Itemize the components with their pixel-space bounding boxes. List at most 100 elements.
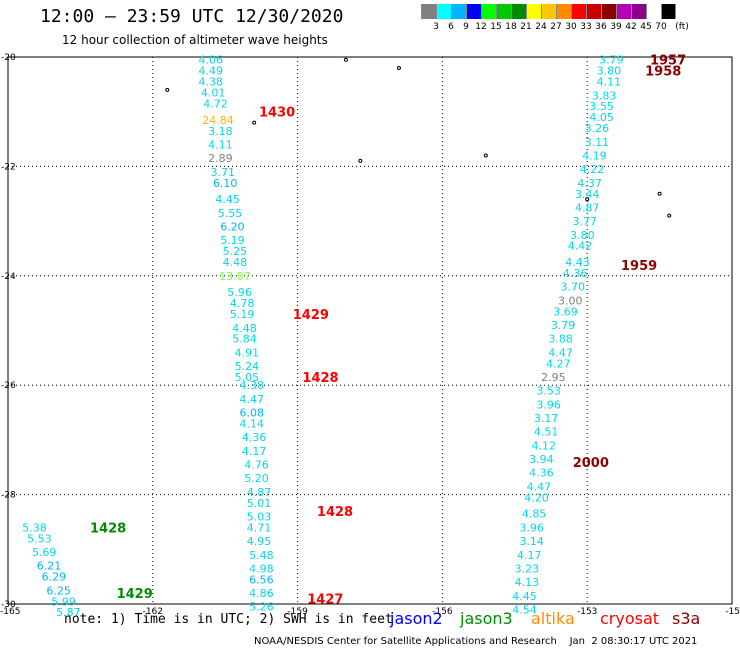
color-swatch [466, 4, 481, 19]
color-swatch [511, 4, 526, 19]
color-swatch [526, 4, 541, 19]
swh-point-cryosat: 4.45 [215, 193, 240, 206]
swh-point-s3a: 4.36 [563, 267, 588, 280]
swh-point-s3a: 3.69 [553, 305, 578, 318]
swh-point-cryosat: 4.72 [203, 97, 228, 110]
swh-point-cryosat: 4.87 [247, 486, 272, 499]
x-tick-label: -159 [287, 607, 308, 617]
swh-point-s3a: 3.80 [570, 229, 595, 242]
color-scale-unit: (ft) [675, 22, 689, 32]
swh-point-s3a: 3.55 [589, 100, 614, 113]
swh-point-cryosat: 4.38 [239, 379, 264, 392]
swh-point-cryosat: 5.05 [235, 371, 260, 384]
island-dot [358, 158, 363, 163]
island-dot [343, 57, 348, 62]
swh-point-cryosat: 4.86 [249, 587, 274, 600]
swh-point-s3a: 3.88 [548, 333, 573, 346]
island-dot [657, 191, 662, 196]
island-dot [585, 197, 590, 202]
swh-point-s3a: 3.11 [585, 136, 610, 149]
swh-point-cryosat: 5.24 [235, 360, 260, 373]
color-scale-label: 15 [490, 22, 502, 32]
swh-point-s3a: 4.51 [534, 426, 559, 439]
color-swatch [496, 4, 511, 19]
x-tick-label: -156 [432, 607, 453, 617]
swh-point-cryosat: 4.36 [242, 431, 267, 444]
swh-point-s3a: 3.70 [560, 281, 585, 294]
color-swatch [436, 4, 451, 19]
color-scale-label: 33 [580, 22, 592, 32]
island-dot [165, 87, 170, 92]
swh-point-s3a: 4.87 [575, 201, 600, 214]
swh-point-cryosat: 4.06 [198, 54, 223, 67]
swh-point-s3a: 4.85 [522, 508, 547, 521]
swh-point-s3a: 4.54 [512, 603, 537, 616]
swh-point-cryosat: 5.20 [244, 472, 269, 485]
color-swatch [646, 4, 661, 19]
swh-point-s3a: 4.27 [546, 357, 571, 370]
color-scale-label: 18 [505, 22, 517, 32]
swh-point-s3a: 3.26 [585, 122, 610, 135]
swh-point-s3a: 4.42 [568, 240, 593, 253]
swh-point-cryosat: 4.11 [208, 139, 233, 152]
y-tick-label: -30 [1, 600, 16, 610]
swh-point-s3a: 3.00 [558, 294, 583, 307]
time-label-cryosat: 1428 [317, 505, 353, 520]
x-tick-label: -153 [577, 607, 597, 617]
swh-point-cryosat: 6.56 [249, 573, 274, 586]
swh-point-s3a: 3.17 [534, 412, 559, 425]
satellite-legend-jason3: jason3 [460, 609, 513, 628]
swh-point-jason3: 5.99 [51, 595, 76, 608]
swh-point-cryosat: 3.18 [208, 125, 233, 138]
time-label-cryosat: 1429 [293, 308, 329, 323]
swh-point-s3a: 2.95 [541, 371, 566, 384]
swh-point-cryosat: 4.01 [201, 87, 226, 100]
swh-point-cryosat: 24.84 [202, 114, 234, 127]
swh-point-s3a: 3.23 [515, 562, 540, 575]
swh-point-jason3: 5.38 [22, 521, 47, 534]
color-swatch [601, 4, 616, 19]
island-dot [252, 120, 257, 125]
swh-point-cryosat: 4.47 [239, 393, 264, 406]
swh-point-s3a: 4.19 [582, 149, 607, 162]
header-title: 12:00 – 23:59 UTC 12/30/2020 [40, 6, 344, 27]
swh-point-jason3: 6.29 [42, 571, 67, 584]
color-swatch [556, 4, 571, 19]
swh-point-s3a: 3.94 [529, 453, 554, 466]
color-scale-label: 9 [463, 22, 469, 32]
y-tick-label: -22 [1, 162, 16, 172]
swh-point-s3a: 3.80 [597, 65, 622, 78]
time-label-cryosat: 1430 [259, 106, 295, 121]
swh-point-s3a: 4.36 [529, 467, 554, 480]
swh-point-s3a: 4.05 [589, 111, 614, 124]
swh-point-s3a: 4.43 [565, 256, 590, 269]
swh-point-cryosat: 5.19 [220, 234, 245, 247]
swh-point-s3a: 4.37 [577, 177, 602, 190]
island-dot [483, 153, 488, 158]
color-scale-label: 39 [610, 22, 622, 32]
satellite-legend-cryosat: cryosat [600, 609, 660, 628]
swh-point-s3a: 3.44 [575, 188, 600, 201]
plot-frame [7, 56, 733, 605]
swh-point-cryosat: 6.10 [213, 177, 238, 190]
swh-point-s3a: 4.22 [580, 163, 605, 176]
color-swatch [541, 4, 556, 19]
color-scale-label: 6 [448, 22, 454, 32]
swh-point-cryosat: 4.78 [230, 297, 255, 310]
color-swatch [616, 4, 631, 19]
y-tick-label: -28 [1, 491, 16, 501]
swh-point-s3a: 3.79 [551, 319, 576, 332]
swh-point-cryosat: 5.26 [249, 601, 274, 614]
swh-point-s3a: 3.96 [519, 521, 544, 534]
swh-point-s3a: 4.47 [548, 346, 573, 359]
color-scale-label: 45 [640, 22, 652, 32]
color-scale-labels: 3 6 9 12 15 18 21 24 27 30 33 36 39 42 45 70 (ft) [0, 22, 740, 34]
swh-point-cryosat: 4.71 [247, 521, 272, 534]
time-label-s3a: 1959 [621, 259, 657, 274]
time-label-cryosat: 1428 [302, 371, 338, 386]
swh-point-cryosat: 5.25 [223, 245, 248, 258]
swh-point-cryosat: 5.48 [249, 549, 274, 562]
footer-credit: NOAA/NESDIS Center for Satellite Applica… [254, 636, 698, 647]
satellite-legend-altika: altika [531, 609, 575, 628]
swh-point-jason3: 6.25 [46, 584, 71, 597]
